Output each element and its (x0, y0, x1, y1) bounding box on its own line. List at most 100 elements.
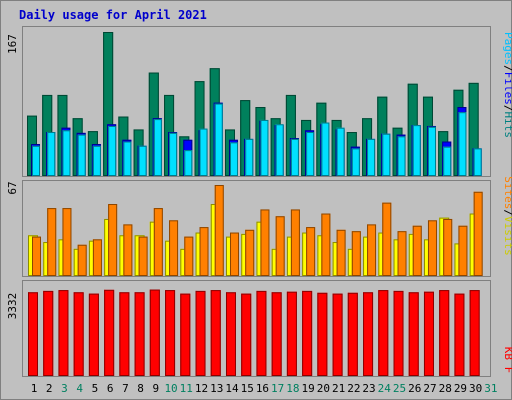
bar-sites-day-10 (169, 220, 179, 276)
x-tick-day-12: 12 (195, 382, 208, 395)
bar-kb-f-day-20 (317, 292, 328, 377)
bar-kb-f-day-1 (28, 292, 38, 376)
bar-sites-day-8 (138, 236, 148, 276)
bar-pages-day-25 (397, 136, 406, 176)
x-tick-day-23: 23 (362, 382, 375, 395)
x-tick-day-27: 27 (423, 382, 436, 395)
bar-pages-day-23 (367, 138, 376, 176)
bar-pages-day-7 (123, 141, 132, 177)
bar-pages-day-10 (169, 132, 178, 177)
bar-sites-day-12 (199, 227, 209, 276)
x-tick-day-24: 24 (378, 382, 392, 395)
x-tick-day-18: 18 (286, 382, 299, 395)
legend-sites: Sites (502, 176, 512, 209)
bar-pages-day-2 (47, 132, 56, 177)
bar-pages-day-29 (458, 112, 467, 177)
bar-pages-day-8 (138, 145, 147, 176)
bar-kb-f-day-13 (210, 290, 221, 377)
bar-sites-day-26 (412, 225, 422, 276)
bar-kb-f-day-11 (180, 293, 191, 376)
bar-sites-day-6 (108, 204, 118, 276)
bar-kb-f-day-8 (134, 292, 145, 376)
bar-sites-day-21 (336, 229, 346, 276)
legend-visits: Visits (502, 216, 512, 256)
bar-sites-day-28 (443, 218, 453, 277)
bar-kb-f-day-16 (256, 290, 267, 376)
bar-kb-f-day-17 (271, 292, 282, 376)
bar-pages-day-28 (443, 146, 452, 176)
bar-kb-f-day-28 (439, 290, 450, 377)
bar-sites-day-13 (214, 185, 224, 276)
bar-sites-day-25 (397, 231, 407, 277)
x-tick-day-15: 15 (241, 382, 254, 395)
bar-pages-day-18 (290, 138, 299, 176)
x-tick-day-16: 16 (256, 382, 269, 395)
x-tick-day-4: 4 (76, 382, 83, 395)
legend-pages: Pages (502, 32, 512, 65)
bar-kb-f-day-2 (43, 290, 54, 376)
x-tick-day-19: 19 (302, 382, 315, 395)
legend-files: Files (502, 72, 512, 105)
bar-pages-day-22 (351, 148, 360, 176)
bar-sites-day-11 (184, 236, 194, 276)
bar-pages-day-12 (199, 128, 208, 176)
bar-pages-day-9 (153, 119, 162, 176)
bar-sites-day-16 (260, 209, 270, 276)
x-tick-day-31: 31 (484, 382, 497, 395)
x-tick-day-14: 14 (225, 382, 239, 395)
x-tick-day-20: 20 (317, 382, 330, 395)
bar-kb-f-day-29 (454, 293, 465, 376)
bar-kb-f-day-6 (104, 289, 115, 377)
x-tick-day-11: 11 (180, 382, 193, 395)
x-tick-day-5: 5 (92, 382, 99, 395)
bar-kb-f-day-9 (149, 289, 160, 376)
x-tick-day-29: 29 (454, 382, 467, 395)
bar-kb-f-day-23 (363, 292, 374, 376)
x-tick-labels: 1 2 3 4 5 6 7 8 9 10 11 12 13 14 15 16 17 18 19 20 21 22 23 24 2… (31, 382, 498, 395)
x-tick-day-8: 8 (137, 382, 144, 395)
x-tick-day-1: 1 (31, 382, 38, 395)
hits-legend: Pages/Files/Hits (502, 32, 512, 138)
x-tick-day-6: 6 (107, 382, 114, 395)
bar-pages-day-3 (62, 130, 71, 177)
bar-kb-f-day-21 (332, 293, 343, 376)
bar-pages-day-4 (77, 134, 86, 176)
chart-title: Daily usage for April 2021 (19, 8, 207, 22)
bar-kb-f-day-24 (378, 290, 389, 377)
bar-kb-f-day-14 (225, 292, 236, 376)
bar-sites-day-18 (290, 209, 300, 276)
bar-sites-day-17 (275, 216, 285, 276)
hits-ymax-label: 167 (6, 34, 19, 54)
bar-sites-day-14 (229, 232, 239, 276)
x-tick-day-2: 2 (46, 382, 53, 395)
bar-pages-day-24 (382, 133, 391, 176)
bar-sites-day-5 (92, 239, 102, 276)
bar-pages-day-6 (108, 125, 117, 176)
x-tick-day-3: 3 (61, 382, 68, 395)
x-tick-day-30: 30 (469, 382, 482, 395)
visits-legend: Sites/Visits (502, 176, 512, 256)
bar-sites-day-23 (367, 224, 377, 276)
bar-kb-f-day-12 (195, 290, 206, 376)
bar-sites-day-3 (62, 208, 72, 276)
bar-pages-day-14 (229, 142, 238, 177)
x-tick-day-10: 10 (164, 382, 177, 395)
bar-kb-f-day-25 (393, 290, 404, 376)
bar-kb-f-day-10 (165, 290, 176, 377)
kbytes-ymax-label: 3332 (6, 293, 19, 320)
bar-pages-day-16 (260, 119, 269, 176)
x-tick-day-13: 13 (210, 382, 223, 395)
bar-pages-day-1 (32, 145, 40, 176)
x-tick-day-26: 26 (408, 382, 421, 395)
bar-sites-day-22 (351, 231, 361, 277)
legend-hits: Hits (502, 112, 512, 139)
visits-ymax-label: 67 (6, 181, 19, 194)
bar-kb-f-day-5 (88, 293, 99, 376)
x-tick-day-9: 9 (153, 382, 160, 395)
bar-layer (27, 32, 483, 377)
bar-kb-f-day-3 (58, 290, 69, 377)
bar-pages-day-21 (336, 127, 345, 176)
kbytes-legend: KB F (502, 347, 512, 374)
